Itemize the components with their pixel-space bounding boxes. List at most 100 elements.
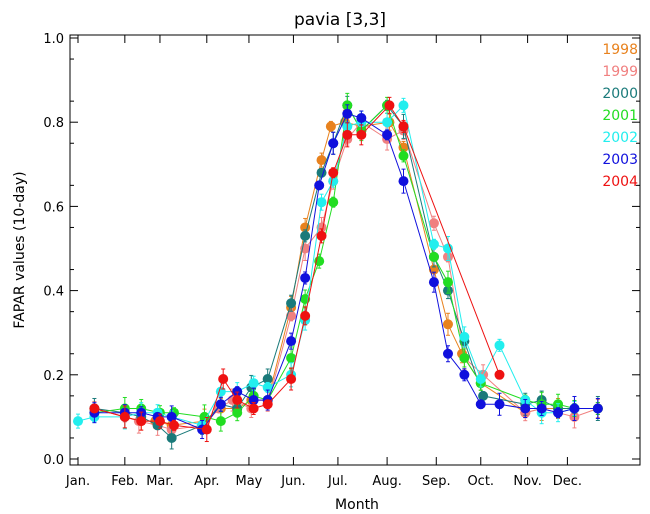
- data-point-2003: [442, 348, 453, 359]
- data-point-2001: [459, 352, 470, 363]
- data-point-2003: [314, 180, 325, 191]
- data-point-1999: [286, 310, 297, 321]
- data-point-2004: [248, 403, 259, 414]
- data-point-2001: [328, 197, 339, 208]
- data-point-2001: [286, 352, 297, 363]
- data-point-2003: [520, 403, 531, 414]
- data-point-2003: [215, 399, 226, 410]
- legend-entry-2000: 2000: [602, 86, 638, 102]
- data-point-2003: [342, 108, 353, 119]
- data-point-2004: [316, 230, 327, 241]
- y-tick-label: 1.0: [43, 32, 64, 47]
- data-point-2003: [328, 138, 339, 149]
- legend-entry-2003: 2003: [602, 152, 638, 168]
- data-point-2004: [119, 411, 130, 422]
- data-point-2000: [478, 390, 489, 401]
- legend-entry-2004: 2004: [602, 174, 638, 190]
- legend-entry-1998: 1998: [602, 42, 638, 58]
- x-tick-label: Nov.: [513, 474, 542, 489]
- data-point-2002: [215, 386, 226, 397]
- x-tick-label: Oct.: [467, 474, 494, 489]
- axis-ticks: 0.0 0.2 0.4 0.6 0.8 1.0 Jan. Feb. Mar. Apr. May Jun…: [43, 32, 640, 489]
- data-point-2004: [218, 374, 229, 385]
- data-point-2003: [286, 336, 297, 347]
- data-point-2003: [300, 272, 311, 283]
- legend: 1998 1999 2000 2001 2002 2003 2004: [602, 42, 638, 190]
- x-tick-label: Feb.: [111, 474, 138, 489]
- data-point-1998: [442, 319, 453, 330]
- y-tick-label: 0.0: [43, 453, 64, 468]
- data-point-1998: [316, 155, 327, 166]
- x-tick-label: Jan.: [65, 474, 90, 489]
- plot-frame: [69, 34, 641, 466]
- series-1999: [89, 117, 603, 439]
- series-1998: [89, 109, 603, 434]
- data-point-2002: [442, 243, 453, 254]
- data-point-2004: [384, 100, 395, 111]
- data-point-2004: [232, 395, 243, 406]
- data-point-2004: [136, 416, 147, 427]
- data-point-2002: [475, 374, 486, 385]
- data-point-2003: [398, 176, 409, 187]
- x-tick-label: Jun.: [280, 474, 305, 489]
- series-line-2000: [94, 104, 598, 439]
- data-point-2000: [262, 374, 273, 385]
- data-point-2003: [592, 403, 603, 414]
- data-point-2003: [475, 399, 486, 410]
- series-line-1999: [94, 121, 599, 431]
- series-line-1998: [94, 121, 598, 426]
- data-point-2002: [316, 197, 327, 208]
- x-tick-label: Sep.: [422, 474, 451, 489]
- data-point-2000: [166, 432, 177, 443]
- x-axis-label: Month: [335, 497, 379, 513]
- y-tick-label: 0.4: [43, 285, 64, 300]
- data-point-2002: [494, 340, 505, 351]
- data-point-2003: [536, 403, 547, 414]
- chart-title: pavia [3,3]: [294, 10, 386, 30]
- data-point-2003: [356, 112, 367, 123]
- data-point-2002: [73, 416, 83, 427]
- y-tick-label: 0.2: [43, 369, 64, 384]
- data-point-2004: [300, 310, 311, 321]
- data-point-2004: [262, 399, 273, 410]
- legend-entry-2001: 2001: [602, 108, 638, 124]
- series-line-2001: [94, 103, 598, 422]
- data-point-2002: [459, 331, 470, 342]
- y-tick-label: 0.6: [43, 200, 64, 215]
- data-point-2002: [248, 378, 259, 389]
- data-point-2003: [248, 395, 259, 406]
- x-tick-label: Aug.: [372, 474, 402, 489]
- data-point-2004: [356, 129, 367, 140]
- series-2002: [73, 97, 580, 431]
- data-point-2004: [494, 369, 505, 380]
- legend-entry-2002: 2002: [602, 130, 638, 146]
- data-point-2004: [342, 129, 353, 140]
- data-point-2003: [382, 129, 393, 140]
- series-line-2002: [77, 104, 575, 426]
- series-2003: [89, 104, 603, 440]
- data-point-2001: [232, 407, 243, 418]
- data-point-1998: [398, 142, 409, 153]
- series-layer: [73, 92, 603, 450]
- plot-axes: [69, 34, 641, 466]
- data-point-2000: [300, 230, 311, 241]
- data-point-2004: [201, 424, 212, 435]
- data-point-2003: [494, 399, 505, 410]
- data-point-2002: [262, 382, 273, 393]
- data-point-2002: [428, 239, 439, 250]
- series-2001: [89, 92, 603, 432]
- x-tick-label: May: [235, 474, 262, 489]
- data-point-2003: [459, 369, 470, 380]
- data-point-2001: [215, 416, 226, 427]
- data-point-2002: [398, 100, 409, 111]
- y-tick-label: 0.8: [43, 116, 64, 131]
- data-point-2004: [286, 374, 297, 385]
- data-point-2003: [166, 411, 177, 422]
- data-point-1998: [325, 121, 336, 132]
- legend-entry-1999: 1999: [602, 64, 638, 80]
- data-point-2002: [382, 117, 393, 128]
- x-tick-label: Mar.: [146, 474, 173, 489]
- data-point-2001: [428, 251, 439, 262]
- data-point-2004: [89, 403, 100, 414]
